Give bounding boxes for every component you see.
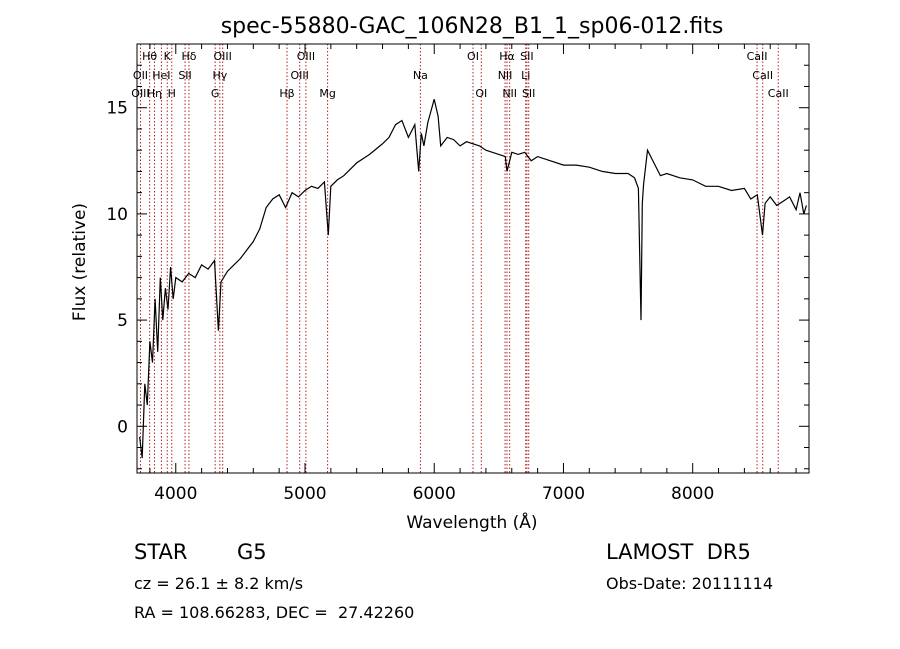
object-subclass: G5 [237, 540, 267, 564]
feature-label: OIII [297, 50, 315, 63]
feature-label: Hγ [212, 69, 227, 82]
y-tick-label: 10 [106, 205, 128, 225]
feature-label: Hθ [142, 50, 157, 63]
feature-label: G [211, 87, 220, 100]
feature-lines-group [139, 44, 779, 473]
x-tick-label: 6000 [413, 484, 456, 504]
feature-label: Mg [319, 87, 335, 100]
spectrum-line [139, 99, 807, 459]
feature-label: OI [475, 87, 487, 100]
feature-label: OIII [213, 50, 231, 63]
feature-label: H [168, 87, 176, 100]
observation-date: Obs-Date: 20111114 [606, 574, 774, 593]
feature-label: OI [467, 50, 479, 63]
chart-title: spec-55880-GAC_106N28_B1_1_sp06-012.fits [221, 14, 724, 39]
x-tick-label: 5000 [283, 484, 326, 504]
feature-labels-group: Hθ OII OIII K HeI Hη H Hδ SII OIII Hγ G Hβ OIII OIII Mg… [131, 50, 788, 100]
feature-label: HeI [152, 69, 170, 82]
feature-label: Hη [147, 87, 162, 100]
redshift-velocity: cz = 26.1 ± 8.2 km/s [134, 574, 304, 593]
feature-label: Hδ [181, 50, 196, 63]
feature-label: NII [498, 69, 513, 82]
y-axis-label: Flux (relative) [70, 203, 90, 321]
x-tick-label: 8000 [671, 484, 714, 504]
object-class: STAR [134, 540, 188, 564]
feature-label: Li [521, 69, 530, 82]
coordinates: RA = 108.66283, DEC = 27.42260 [134, 603, 415, 622]
feature-label: OIII [131, 87, 149, 100]
feature-label: OIII [291, 69, 309, 82]
feature-label: CaII [752, 69, 773, 82]
feature-label: CaII [747, 50, 768, 63]
y-tick-label: 15 [106, 99, 128, 119]
y-tick-label: 5 [117, 311, 128, 331]
feature-label: OII [133, 69, 148, 82]
survey-release: LAMOST DR5 [606, 540, 751, 564]
feature-label: NII [502, 87, 517, 100]
feature-label: Hβ [279, 87, 294, 100]
y-axis: 0 5 10 15 [106, 43, 809, 470]
x-axis: 4000 5000 6000 7000 8000 [149, 44, 797, 504]
feature-label: SII [520, 50, 533, 63]
feature-label: SII [178, 69, 191, 82]
x-tick-label: 7000 [542, 484, 585, 504]
feature-label: SII [522, 87, 535, 100]
x-tick-label: 4000 [154, 484, 197, 504]
x-axis-label: Wavelength (Å) [406, 511, 537, 533]
feature-label: K [164, 50, 172, 63]
plot-frame [136, 43, 810, 474]
feature-label: Hα [499, 50, 515, 63]
feature-label: CaII [768, 87, 789, 100]
spectrum-plot: spec-55880-GAC_106N28_B1_1_sp06-012.fits… [70, 14, 810, 533]
feature-label: Na [413, 69, 428, 82]
y-tick-label: 0 [117, 417, 128, 437]
